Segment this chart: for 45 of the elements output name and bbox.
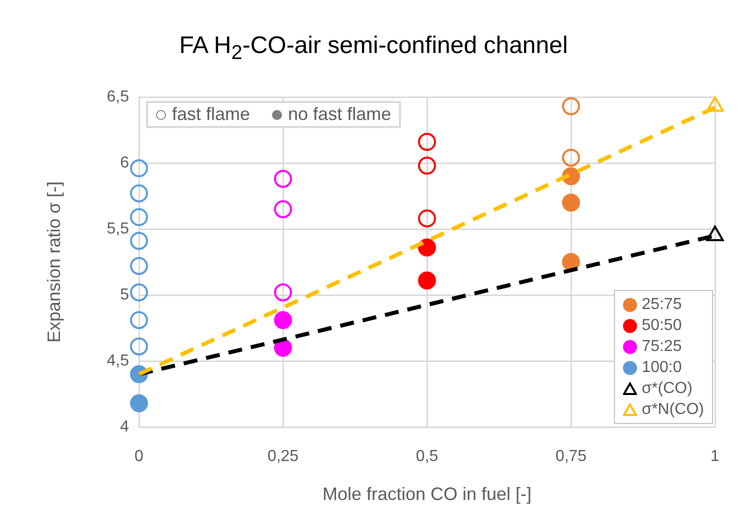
y-tick-label: 4,5 [106,352,130,370]
point [418,238,436,256]
y-tick-label: 6,5 [106,88,130,106]
y-axis-title: Expansion ratio σ [-] [44,181,64,343]
legend-label: 50:50 [642,316,682,336]
point [130,283,148,302]
x-tick-label: 0,5 [416,448,438,466]
y-tick-label: 4 [120,418,130,436]
legend-label: 25:75 [642,295,682,315]
point [418,209,436,228]
point [418,132,436,151]
point [274,200,292,218]
x-tick-label: 0 [134,448,144,466]
legend-label: 100:0 [642,358,682,378]
y-tick-label: 5 [120,286,130,304]
legend-label: σ*N(CO) [642,400,704,420]
annotation: fast flame [172,104,250,125]
point [274,283,292,302]
point [130,232,148,250]
annotation: no fast flame [288,104,392,125]
point [418,156,436,175]
point [562,253,580,271]
x-tick-label: 0,25 [267,448,299,466]
point [562,148,580,167]
legend-label: σ*(CO) [642,379,692,399]
point [562,97,580,116]
legend-label: 75:25 [642,337,682,357]
x-tick-label: 1 [710,448,720,466]
point [130,311,148,330]
point [130,337,148,356]
point [130,394,148,412]
y-tick-label: 6 [120,154,130,172]
point [418,271,436,290]
x-tick-label: 0,75 [555,448,587,466]
point [274,311,292,330]
point [130,159,148,178]
point [274,170,292,188]
y-tick-label: 5,5 [106,220,130,238]
point [130,256,148,275]
point [130,208,148,226]
x-axis-title: Mole fraction CO in fuel [-] [322,484,532,504]
point [562,194,580,212]
chart-title: FA H$_{2}$-CO-air semi-confined channel [178,32,569,65]
point [130,184,148,202]
point [274,338,292,357]
